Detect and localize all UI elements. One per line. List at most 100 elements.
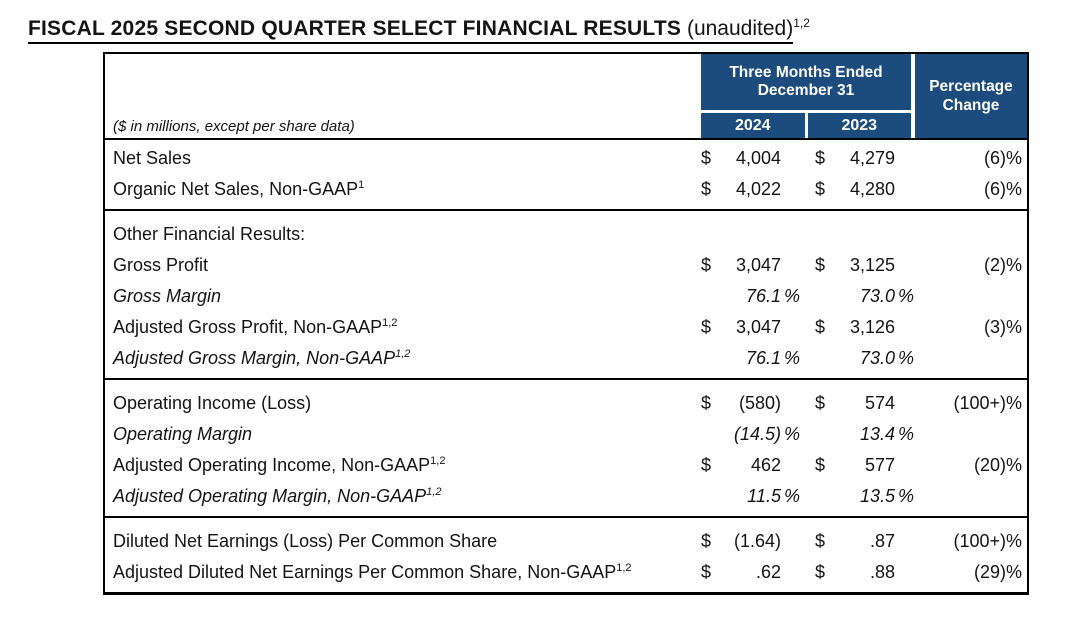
period-column-group: Three Months Ended December 31 2024 2023 [701, 54, 911, 138]
value-2024: 76.1% [717, 286, 801, 307]
value-2023-number: 73.0 [859, 348, 895, 368]
dollar-sign-2023: $ [815, 455, 826, 475]
header-label-cell: ($ in millions, except per share data) [105, 54, 701, 138]
value-2024-unit [781, 562, 797, 583]
value-2023-unit [895, 148, 911, 169]
value-2023-number: 3,126 [849, 317, 895, 337]
year-header-row: 2024 2023 [701, 113, 911, 138]
label-superscript: 1 [358, 179, 365, 191]
label-superscript: 1,2 [430, 455, 446, 467]
value-2023: .88 [831, 562, 911, 583]
page-title: FISCAL 2025 SECOND QUARTER SELECT FINANC… [28, 17, 1080, 44]
value-2024-number: .62 [755, 562, 781, 582]
units-note: ($ in millions, except per share data) [113, 118, 355, 135]
value-2024-unit [781, 179, 797, 200]
value-2023-number: 73.0 [859, 286, 895, 306]
value-2024-unit: % [784, 286, 801, 306]
value-2024: .62 [717, 562, 797, 583]
period-header: Three Months Ended December 31 [701, 54, 911, 110]
value-2024-unit [781, 317, 797, 338]
table-row: Net Sales $4,004 $4,279 (6)% [105, 143, 1027, 174]
dollar-sign-2023: $ [815, 393, 826, 413]
value-2023-number: 13.5 [859, 486, 895, 506]
value-2023-unit [895, 531, 911, 552]
row-label: Adjusted Operating Margin, Non-GAAP1,2 [113, 486, 442, 506]
table-row: Gross Margin 76.1% 73.0% [105, 281, 1027, 312]
percentage-change-value: (6)% [983, 179, 1022, 199]
table-row: Adjusted Gross Profit, Non-GAAP1,2 $3,047… [105, 312, 1027, 343]
value-2024: 462 [717, 455, 797, 476]
period-line2: December 31 [757, 82, 855, 99]
value-2024-unit [781, 393, 797, 414]
value-2023-unit: % [898, 348, 915, 368]
table-row: Adjusted Operating Income, Non-GAAP1,2 $4… [105, 450, 1027, 481]
dollar-sign-2024: $ [701, 179, 712, 199]
row-label: Adjusted Operating Income, Non-GAAP1,2 [113, 455, 446, 475]
value-2023: 577 [831, 455, 911, 476]
pct-line1: Percentage [929, 77, 1013, 95]
value-2023: 13.4% [831, 424, 915, 445]
table-row: Other Financial Results: [105, 219, 1027, 250]
value-2023-unit [895, 317, 911, 338]
value-2023-unit [895, 255, 911, 276]
value-2024-number: 3,047 [735, 255, 781, 275]
dollar-sign-2024: $ [701, 255, 712, 275]
value-2024-number: 76.1 [745, 348, 781, 368]
value-2024: 11.5% [717, 486, 801, 507]
value-2024-unit: % [784, 424, 801, 444]
table-row: Adjusted Diluted Net Earnings Per Common… [105, 557, 1027, 588]
table-row: Operating Income (Loss) $ (580) $574 (100+)% [105, 388, 1027, 419]
percentage-change-value: (20)% [973, 455, 1022, 475]
value-2023-unit [895, 393, 911, 414]
value-2024-number: (14.5) [733, 424, 781, 444]
value-2024: (580) [717, 393, 797, 414]
dollar-sign-2024: $ [701, 562, 712, 582]
table-row: Operating Margin (14.5)% 13.4% [105, 419, 1027, 450]
row-label: Organic Net Sales, Non-GAAP1 [113, 179, 365, 199]
dollar-sign-2023: $ [815, 255, 826, 275]
row-label: Adjusted Diluted Net Earnings Per Common… [113, 562, 632, 582]
percentage-change-value: (100+)% [953, 531, 1022, 551]
dollar-sign-2024: $ [701, 531, 712, 551]
value-2023-number: 13.4 [859, 424, 895, 444]
dollar-sign-2023: $ [815, 562, 826, 582]
value-2023-unit: % [898, 424, 915, 444]
percentage-change-value: (29)% [973, 562, 1022, 582]
label-superscript: 1,2 [616, 562, 632, 574]
value-2024: 3,047 [717, 317, 797, 338]
value-2023-unit [895, 179, 911, 200]
percentage-change-value: (3)% [983, 317, 1022, 337]
dollar-sign-2024: $ [701, 317, 712, 337]
value-2023: 4,280 [831, 179, 911, 200]
percentage-change-value: (100+)% [953, 393, 1022, 413]
table-row: Adjusted Operating Margin, Non-GAAP1,2 11… [105, 481, 1027, 512]
value-2023: 574 [831, 393, 911, 414]
label-superscript: 1,2 [426, 486, 442, 498]
table-section-2: Operating Income (Loss) $ (580) $574 (100+)%… [105, 378, 1027, 516]
value-2023: 73.0% [831, 286, 914, 307]
table-row: Adjusted Gross Margin, Non-GAAP1,2 76.1% 7… [105, 343, 1027, 374]
value-2024-unit [781, 255, 797, 276]
value-2023: 13.5% [831, 486, 915, 507]
row-label: Gross Margin [113, 286, 222, 306]
value-2023: 4,279 [831, 148, 911, 169]
value-2023-number: 4,279 [849, 148, 895, 168]
table-header: ($ in millions, except per share data) T… [105, 54, 1027, 140]
year-header-2023: 2023 [807, 113, 911, 138]
table-body: Net Sales $4,004 $4,279 (6)% Organic Net Sal… [105, 140, 1027, 592]
value-2023-number: 577 [864, 455, 895, 475]
percentage-change-value: (6)% [983, 148, 1022, 168]
value-2024: 76.1% [717, 348, 800, 369]
table-section-3: Diluted Net Earnings (Loss) Per Common S… [105, 516, 1027, 592]
dollar-sign-2024: $ [701, 393, 712, 413]
value-2023-number: 574 [864, 393, 895, 413]
table-row: Organic Net Sales, Non-GAAP1 $4,022 $4,280… [105, 174, 1027, 205]
value-2023-unit: % [898, 486, 915, 506]
label-superscript: 1,2 [395, 348, 411, 360]
row-label: Diluted Net Earnings (Loss) Per Common S… [113, 531, 498, 551]
year-header-2024: 2024 [701, 113, 805, 138]
value-2024-unit: % [784, 486, 801, 506]
value-2023-number: .88 [869, 562, 895, 582]
value-2024-number: (1.64) [733, 531, 781, 551]
value-2024-number: 462 [750, 455, 781, 475]
